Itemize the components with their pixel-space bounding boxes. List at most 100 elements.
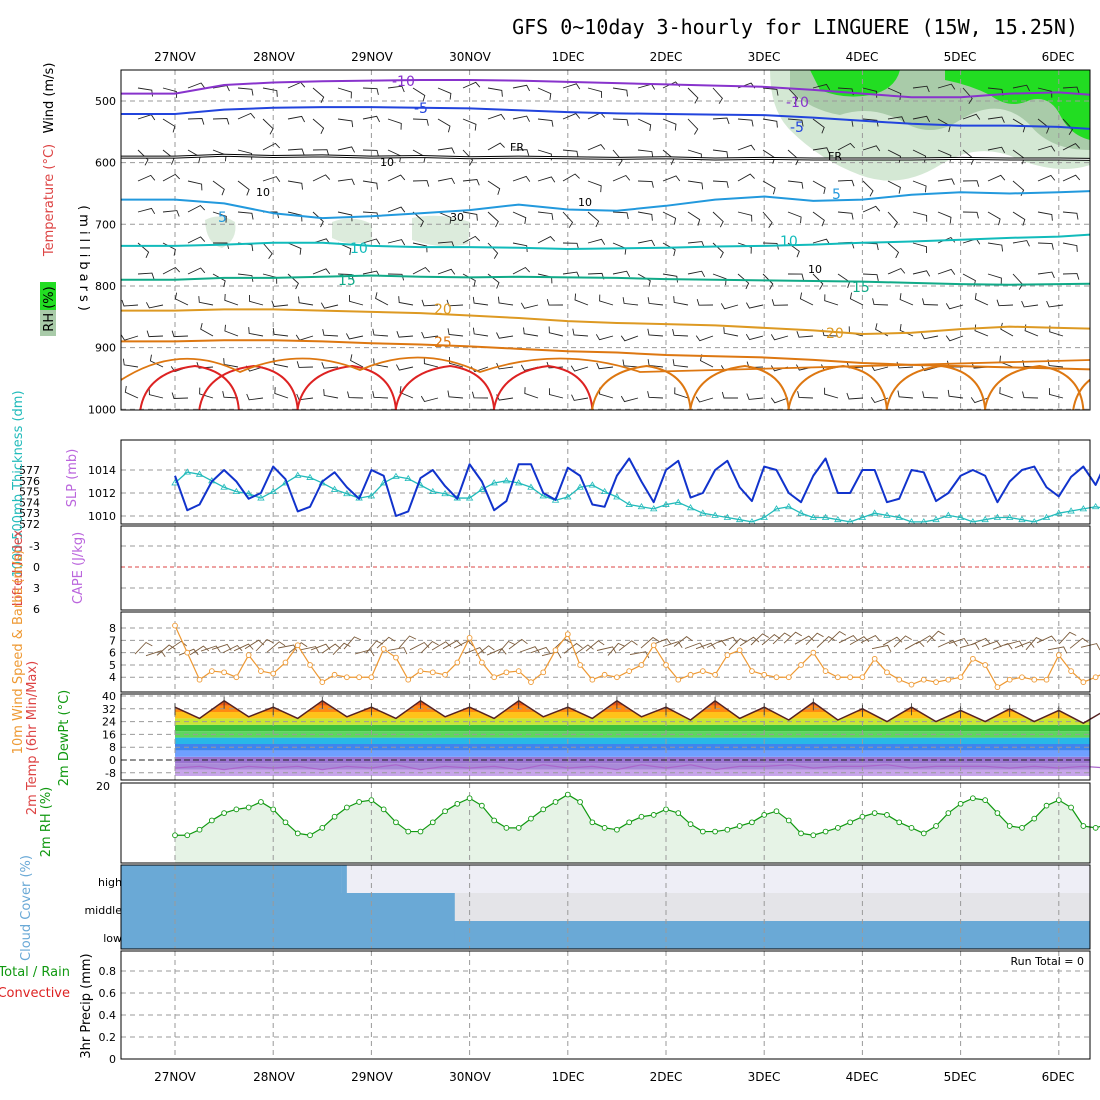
upper-air-wind-barb xyxy=(970,397,989,404)
upper-air-wind-barb xyxy=(387,85,405,93)
upper-air-wind-barb xyxy=(437,147,455,154)
thickness-point xyxy=(600,487,609,494)
wind-barb-10m xyxy=(178,648,199,656)
upper-air-wind-barb xyxy=(262,118,274,135)
contour-label: 10 xyxy=(578,196,592,209)
wind-barb-10m xyxy=(189,645,210,656)
upper-air-wind-barb xyxy=(899,324,914,337)
thickness-point xyxy=(564,493,572,500)
upper-air-wind-barb xyxy=(887,180,901,194)
top-date-axis: 27NOV 28NOV 29NOV 30NOV 1DEC 2DEC 3DEC 4… xyxy=(154,50,1074,64)
rh-shading-peak xyxy=(945,70,1090,140)
isotherm-line xyxy=(121,230,1090,250)
rh-2m-point xyxy=(233,806,240,813)
wind-speed-point xyxy=(1080,679,1087,686)
upper-air-wind-barb xyxy=(945,335,964,342)
date-label-top: 4DEC xyxy=(846,50,879,64)
wind-barb-10m xyxy=(233,643,254,652)
upper-air-wind-barb xyxy=(662,273,678,283)
cloud-cover-block xyxy=(121,921,421,949)
upper-air-wind-barb xyxy=(721,391,738,399)
upper-air-wind-barb xyxy=(571,394,589,401)
run-total-label: Run Total = 0 xyxy=(1011,955,1085,968)
pressure-tick: 500 xyxy=(95,95,116,108)
warm-isotherm-loop xyxy=(885,364,987,410)
upper-air-wind-barb xyxy=(587,144,606,151)
wind-speed-line xyxy=(172,622,1100,690)
upper-air-wind-barb xyxy=(1062,273,1080,280)
rh-2m-point xyxy=(528,815,534,822)
rh-2m-point xyxy=(294,830,301,837)
cloud-cover-fill xyxy=(121,865,1090,949)
wind-barb-10m xyxy=(585,640,605,652)
upper-air-wind-barb xyxy=(372,328,389,337)
wind-speed-point xyxy=(736,647,743,654)
upper-air-wind-barb xyxy=(862,180,874,197)
upper-air-wind-barb xyxy=(1062,118,1074,135)
upper-air-wind-barb xyxy=(212,273,226,288)
upper-air-wind-barb xyxy=(162,149,175,165)
temperature-band xyxy=(121,694,1090,699)
temperature-band xyxy=(175,712,1090,719)
rh-2m-point xyxy=(798,830,804,837)
upper-air-wind-barb xyxy=(812,238,831,245)
upper-air-wind-barb xyxy=(237,149,253,160)
upper-air-wind-barb xyxy=(537,87,552,100)
rh-2m-point xyxy=(675,810,682,816)
wind-speed-point xyxy=(785,674,792,681)
wind-speed-point xyxy=(908,681,915,688)
rh-2m-point xyxy=(1031,815,1038,822)
upper-air-wind-barb xyxy=(921,332,939,340)
temperature-band xyxy=(175,750,1090,757)
upper-air-wind-barb xyxy=(396,331,414,338)
upper-air-wind-barb xyxy=(162,173,181,182)
upper-air-wind-barb xyxy=(637,180,654,188)
rh-2m-point xyxy=(442,808,448,815)
contour-label: 15 xyxy=(852,280,870,296)
rh-shading-patch xyxy=(412,215,470,247)
convective-axis-label: Convective xyxy=(0,986,70,1001)
date-label-bottom: 27NOV xyxy=(154,1070,196,1084)
wind-barb-10m xyxy=(761,634,781,646)
rh-2m-point xyxy=(172,832,178,839)
temp-2m-axis-label: 2m Temp (6hr Min/Max) xyxy=(25,661,40,815)
wind-barb-10m xyxy=(508,638,528,650)
upper-air-wind-barb xyxy=(287,242,302,255)
upper-air-wind-barb xyxy=(1062,143,1081,151)
wind-barb-10m xyxy=(134,641,153,655)
date-label-bottom: 4DEC xyxy=(846,1070,879,1084)
slp-tick: 1010 xyxy=(88,510,116,523)
wind-speed-point xyxy=(773,674,780,681)
wind-speed-point xyxy=(994,684,1001,690)
warm-isotherm-loop xyxy=(689,364,790,410)
thickness-point xyxy=(809,513,818,520)
wind-barb-10m xyxy=(420,640,439,654)
bottom-date-axis: 27NOV 28NOV 29NOV 30NOV 1DEC 2DEC 3DEC 4… xyxy=(154,1070,1074,1084)
upper-air-wind-barb xyxy=(412,266,431,275)
wind-barb-10m xyxy=(915,635,936,645)
wind-speed-point xyxy=(282,659,289,666)
rh-2m-point xyxy=(577,799,583,805)
upper-air-wind-barb xyxy=(622,297,639,306)
wind-barb-10m xyxy=(332,642,351,656)
upper-air-wind-barb xyxy=(137,207,156,215)
upper-air-frame xyxy=(120,69,1091,411)
wind-barb-10m xyxy=(1036,635,1057,644)
upper-air-wind-barb xyxy=(171,330,189,338)
upper-air-wind-barb xyxy=(321,362,339,369)
wind-speed-point xyxy=(798,662,804,668)
upper-air-wind-barb xyxy=(449,357,464,368)
date-label-bottom: 5DEC xyxy=(944,1070,977,1084)
upper-air-wind-barb xyxy=(1021,300,1039,308)
upper-air-wind-barb xyxy=(312,268,331,275)
upper-air-wind-barb xyxy=(462,235,481,244)
cloud-cover-block xyxy=(420,921,460,949)
rh-2m-point xyxy=(761,812,768,818)
thickness-point xyxy=(981,515,989,523)
upper-air-wind-barb xyxy=(537,273,553,284)
rh-2m-line xyxy=(172,791,1100,839)
wind-barb-10m xyxy=(783,631,803,644)
upper-air-wind-barb xyxy=(337,118,354,128)
upper-air-wind-barb xyxy=(548,326,564,337)
